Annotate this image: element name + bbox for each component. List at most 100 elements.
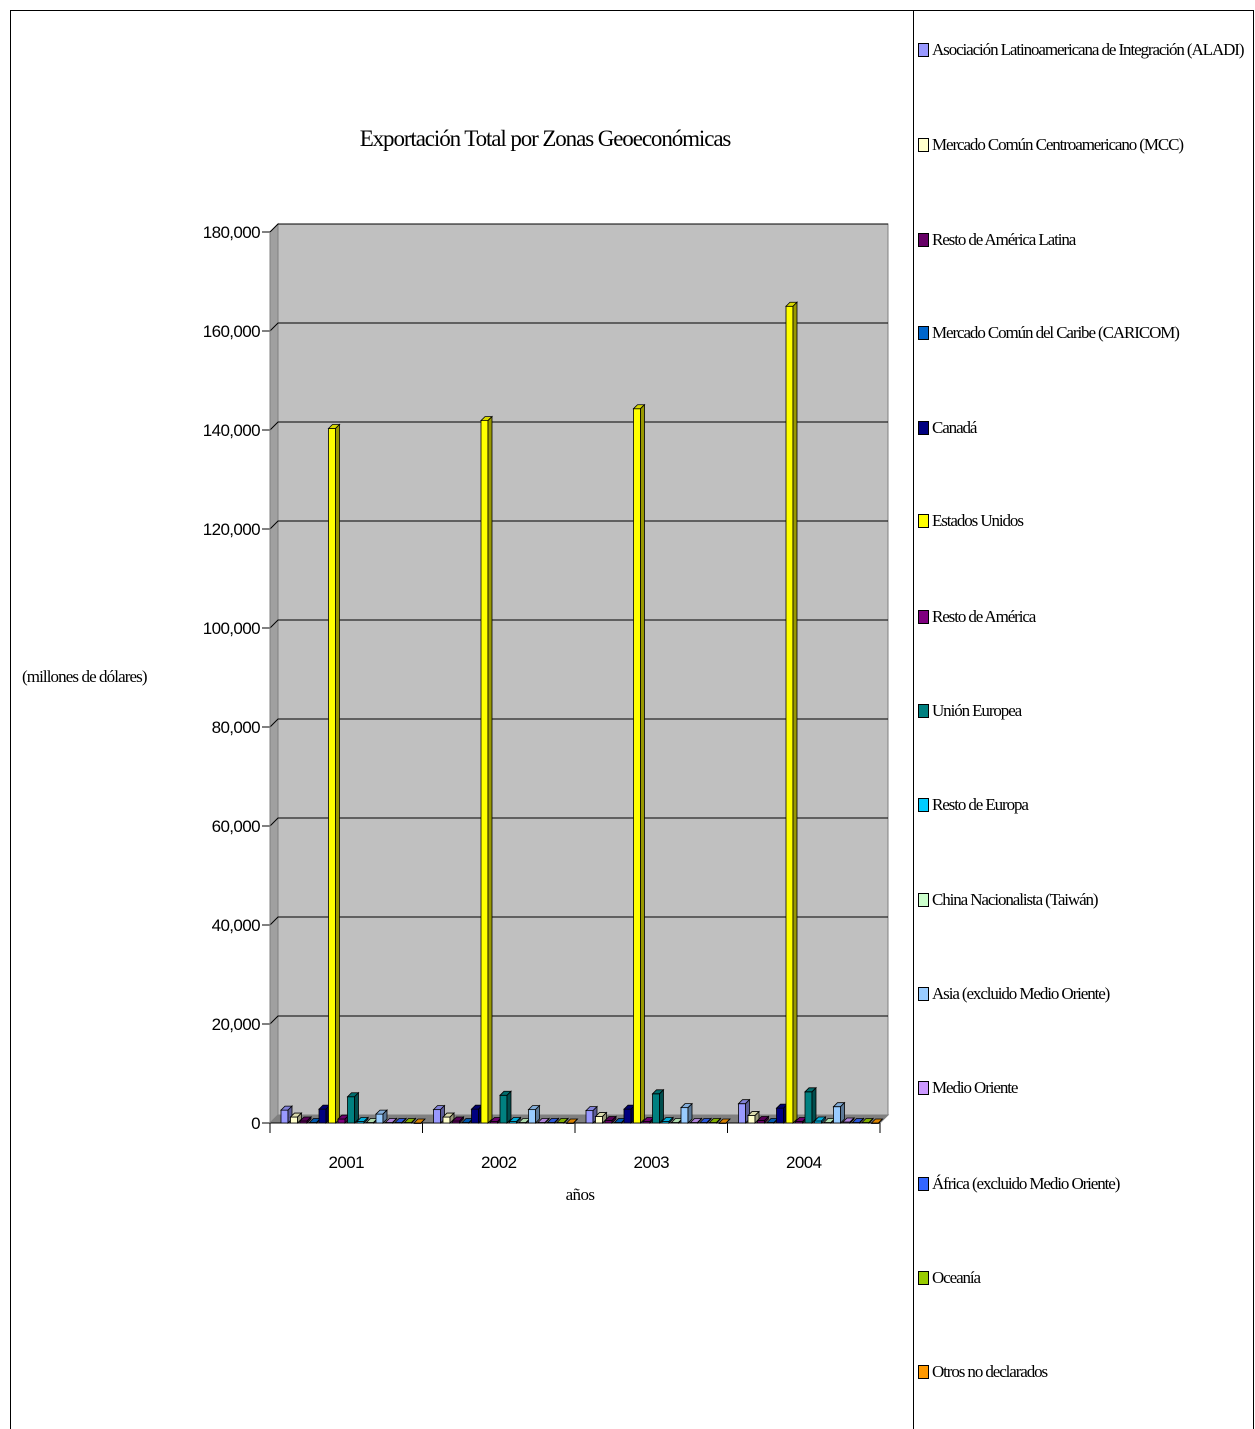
legend-label: Resto de Europa [932, 795, 1029, 814]
bar-side [868, 1117, 874, 1124]
gridline [269, 322, 888, 332]
bar [633, 408, 641, 1124]
bar [738, 1103, 746, 1124]
legend-label: Canadá [932, 418, 978, 437]
bar [347, 1096, 355, 1124]
legend-item: China Nacionalista (Taiwán) [918, 888, 1254, 912]
y-tick-label: 100,000 [203, 619, 260, 638]
legend-item: Otros no declarados [918, 1360, 1254, 1384]
bar-side [535, 1104, 540, 1124]
legend-label: China Nacionalista (Taiwán) [932, 890, 1099, 909]
legend-item: Asia (excluido Medio Oriente) [918, 982, 1254, 1006]
legend-label: África (excluido Medio Oriente) [932, 1174, 1120, 1193]
bar-side [420, 1118, 426, 1124]
legend-item: Resto de Europa [918, 793, 1254, 817]
bar-side [459, 1116, 464, 1124]
bar [776, 1107, 784, 1124]
legend-item: Unión Europea [918, 699, 1254, 723]
chart-title: Exportación Total por Zonas Geoeconómica… [359, 126, 732, 151]
bar-side [544, 1117, 550, 1124]
gridline [269, 1015, 888, 1025]
x-tick-label: 2002 [481, 1153, 517, 1172]
legend-divider [913, 10, 914, 1429]
bar-side [659, 1088, 664, 1124]
y-tick-label: 120,000 [203, 520, 260, 539]
bar-side [516, 1116, 521, 1124]
bar [623, 1108, 632, 1124]
legend-swatch [918, 987, 929, 1001]
legend-item: Resto de América [918, 605, 1254, 629]
bar-side [792, 301, 798, 1124]
legend-label: Medio Oriente [932, 1078, 1018, 1097]
legend-label: Asia (excluido Medio Oriente) [932, 984, 1110, 1003]
y-tick-label: 80,000 [212, 718, 261, 737]
bar [318, 1108, 327, 1124]
legend-label: Resto de América [932, 607, 1036, 626]
bar-side [354, 1091, 359, 1124]
bar-side [706, 1117, 712, 1124]
legend-swatch [918, 43, 929, 57]
bar-side [849, 1117, 855, 1124]
legend-item: Medio Oriente [918, 1076, 1254, 1100]
bar-side [335, 423, 340, 1124]
legend-swatch [918, 514, 929, 528]
legend-label: Mercado Común del Caribe (CARICOM) [932, 323, 1180, 342]
legend-label: Otros no declarados [932, 1362, 1048, 1381]
bar-side [640, 403, 645, 1124]
gridline [269, 718, 888, 728]
legend-label: Asociación Latinoamericana de Integració… [932, 40, 1245, 59]
x-tick-label: 2004 [786, 1153, 822, 1172]
legend-swatch [918, 798, 929, 812]
bar [471, 1108, 479, 1124]
bar [328, 428, 336, 1124]
bar-side [611, 1115, 617, 1124]
bar-side [506, 1090, 512, 1124]
bar [585, 1110, 594, 1124]
bar-side [392, 1117, 397, 1124]
legend-swatch [918, 1365, 929, 1379]
bar-side [697, 1117, 702, 1124]
bar [290, 1116, 298, 1124]
legend-item: Canadá [918, 416, 1254, 440]
legend-label: Mercado Común Centroamericano (MCC) [932, 135, 1184, 154]
legend-item: Oceanía [918, 1266, 1254, 1290]
bar [652, 1093, 660, 1124]
bar-side [554, 1117, 559, 1124]
bar-side [363, 1116, 369, 1124]
bar [595, 1116, 603, 1124]
legend-swatch [918, 1081, 929, 1095]
legend-swatch [918, 421, 929, 435]
bar-side [306, 1116, 312, 1124]
bar-side [382, 1109, 388, 1124]
legend-swatch [918, 610, 929, 624]
legend-label: Oceanía [932, 1268, 981, 1287]
legend-item: Resto de América Latina [918, 228, 1254, 252]
legend-label: Estados Unidos [932, 511, 1024, 530]
gridline [269, 223, 888, 233]
y-tick-label: 180,000 [203, 223, 260, 242]
legend-item: Mercado Común Centroamericano (MCC) [918, 133, 1254, 157]
bar [833, 1106, 841, 1124]
gridline [269, 421, 888, 431]
legend-swatch [918, 1271, 929, 1285]
y-tick-label: 140,000 [203, 421, 260, 440]
bar [499, 1094, 508, 1124]
bar-side [487, 415, 493, 1124]
bar [747, 1115, 756, 1124]
y-axis-title: (millones de dólares) [22, 667, 148, 686]
legend-label: Unión Europea [932, 701, 1022, 720]
x-tick-label: 2003 [634, 1153, 670, 1172]
legend-item: Mercado Común del Caribe (CARICOM) [918, 321, 1254, 345]
legend-item: África (excluido Medio Oriente) [918, 1172, 1254, 1196]
bar-side [764, 1115, 769, 1124]
bar-side [716, 1117, 721, 1124]
x-axis-title: años [565, 1185, 595, 1204]
bar [442, 1116, 451, 1124]
bar-side [687, 1102, 693, 1124]
bar [375, 1113, 384, 1124]
bar-side [573, 1118, 578, 1124]
legend-swatch [918, 893, 929, 907]
legend-swatch [918, 138, 929, 152]
legend-label: Resto de América Latina [932, 230, 1076, 249]
chart-frame [10, 10, 1254, 1429]
